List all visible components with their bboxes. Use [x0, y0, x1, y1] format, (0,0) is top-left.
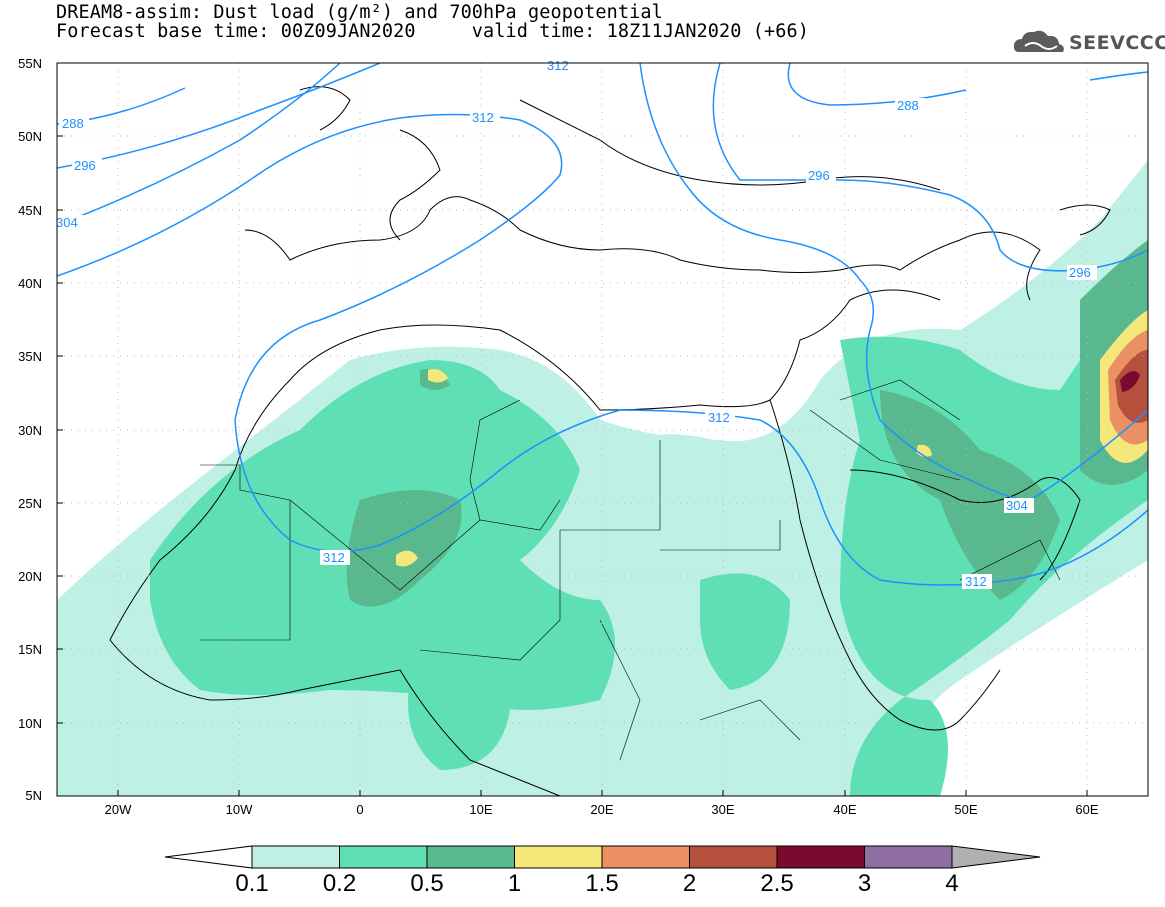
lat-label: 5N [25, 788, 42, 803]
forecast-time-line: Forecast base time: 00Z09JAN2020 valid t… [56, 21, 809, 42]
lon-label: 50E [954, 802, 978, 817]
lon-label: 10W [225, 802, 253, 817]
colorbar-right-arrow [951, 845, 1041, 869]
colorbar [164, 845, 1041, 869]
axis-ticks [57, 135, 1088, 796]
colorbar-label: 2 [682, 870, 697, 897]
contour-label: 296 [1069, 265, 1091, 280]
coastlines [109, 86, 1111, 796]
lat-label: 15N [18, 642, 42, 657]
colorbar-bin [514, 845, 603, 869]
contour-label: 312 [708, 410, 730, 425]
lat-label: 30N [18, 423, 42, 438]
colorbar-bin [864, 845, 953, 869]
contour-label: 288 [62, 116, 84, 131]
lon-label: 20E [590, 802, 614, 817]
contour-label: 288 [897, 98, 919, 113]
colorbar-bin [776, 845, 865, 869]
colorbar-bin [251, 845, 340, 869]
lon-label: 30E [711, 802, 735, 817]
contour-labels: 288 296 304 312 312 312 296 288 296 304 … [54, 58, 1097, 589]
colorbar-bin [601, 845, 690, 869]
contour-label: 312 [323, 550, 345, 565]
lat-label: 20N [18, 569, 42, 584]
contour-label: 312 [472, 110, 494, 125]
country-borders [200, 379, 1061, 761]
seevccc-logo: SEEVCCC [1011, 26, 1165, 58]
colorbar-label: 3 [857, 870, 872, 897]
colorbar-label: 0.5 [410, 870, 444, 897]
colorbar-bin [339, 845, 428, 869]
lon-label: 0 [356, 802, 364, 817]
contour-label: 312 [547, 58, 569, 73]
lat-label: 10N [18, 716, 42, 731]
dust-load-fill [57, 160, 1148, 796]
lon-label: 60E [1075, 802, 1099, 817]
contour-label: 304 [56, 215, 78, 230]
lon-label: 40E [833, 802, 857, 817]
colorbar-label: 0.1 [235, 870, 269, 897]
lon-label: 10E [469, 802, 493, 817]
contour-label: 296 [808, 168, 830, 183]
colorbar-label: 2.5 [760, 870, 794, 897]
lat-label: 35N [18, 349, 42, 364]
cloud-icon [1013, 30, 1064, 52]
colorbar-label: 1 [507, 870, 522, 897]
colorbar-label: 1.5 [585, 870, 619, 897]
colorbar-left-arrow [164, 845, 253, 869]
map-title: DREAM8-assim: Dust load (g/m²) and 700hP… [56, 2, 663, 23]
contour-label: 296 [74, 158, 96, 173]
lat-label: 40N [18, 276, 42, 291]
lat-label: 25N [18, 496, 42, 511]
colorbar-label: 4 [945, 870, 959, 897]
lat-label: 55N [18, 56, 42, 71]
colorbar-bin [426, 845, 515, 869]
lon-label: 20W [104, 802, 132, 817]
logo-text: SEEVCCC [1069, 32, 1165, 54]
lat-label: 45N [18, 203, 42, 218]
colorbar-bin [689, 845, 778, 869]
contour-label: 304 [1006, 498, 1028, 513]
colorbar-label: 0.2 [322, 870, 357, 897]
lat-label: 50N [18, 129, 42, 144]
contour-label: 312 [965, 574, 987, 589]
